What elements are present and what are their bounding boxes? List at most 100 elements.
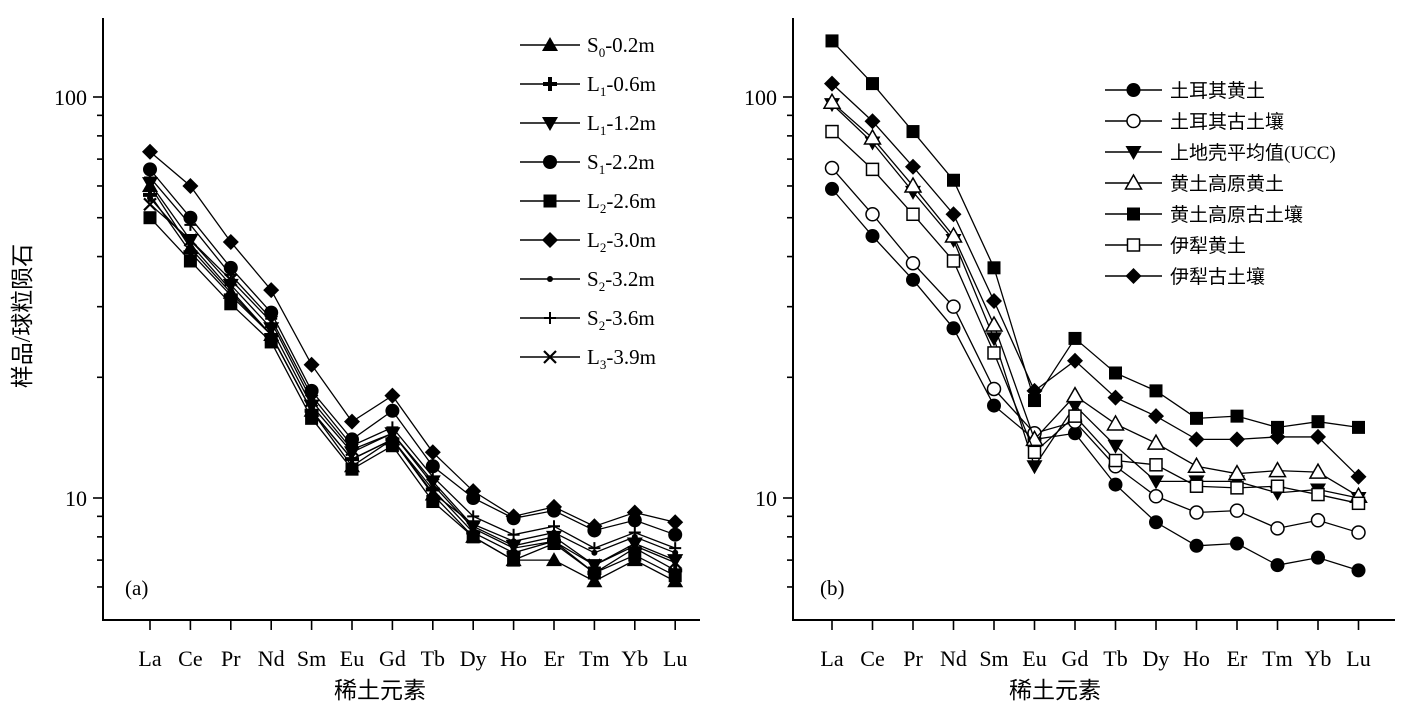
x-tick-label: Lu xyxy=(663,646,687,671)
data-point xyxy=(264,305,279,320)
legend-label: 土耳其古土壤 xyxy=(1170,111,1284,133)
data-point xyxy=(1149,458,1163,472)
data-point xyxy=(903,176,923,193)
data-point xyxy=(142,177,158,192)
data-point xyxy=(1026,382,1043,399)
legend-marker xyxy=(543,155,557,169)
data-point xyxy=(1310,428,1326,445)
data-point xyxy=(222,233,239,250)
data-point xyxy=(1148,489,1164,504)
legend-label: S2-3.6m xyxy=(587,306,655,333)
x-tick-label: Pr xyxy=(221,646,241,671)
data-point xyxy=(308,407,315,414)
legend-label: 伊犁黄土 xyxy=(1170,235,1246,257)
data-point xyxy=(1148,475,1164,490)
legend-label: 伊犁古土壤 xyxy=(1170,266,1265,288)
data-point xyxy=(1068,331,1082,345)
data-point xyxy=(586,573,603,588)
data-point xyxy=(1230,481,1244,495)
data-point xyxy=(1109,366,1122,380)
data-point xyxy=(1187,456,1206,473)
legend-item: L2-2.6m xyxy=(520,189,656,216)
data-point xyxy=(905,158,921,175)
data-point xyxy=(824,160,840,176)
data-point xyxy=(506,541,521,555)
x-axis-label: 稀土元素 xyxy=(1009,678,1101,703)
data-point xyxy=(386,421,399,434)
data-point xyxy=(586,518,603,535)
y-ticks: 10 100 xyxy=(54,85,103,588)
data-point xyxy=(1271,420,1284,434)
legend-marker xyxy=(1126,238,1141,252)
data-point xyxy=(505,508,522,525)
legend-item: L3-3.9m xyxy=(520,345,656,372)
legend: S0-0.2m L1-0.6m L1-1.2m S1-2.2m L2-2.6m L2-3.… xyxy=(520,33,656,372)
data-point xyxy=(1146,433,1166,450)
series-9 xyxy=(143,197,682,572)
data-point xyxy=(147,194,153,201)
x-axis-label: 稀土元素 xyxy=(334,678,426,703)
x-tick-label: Eu xyxy=(1022,646,1046,671)
x-tick-label: Dy xyxy=(460,646,487,671)
data-point xyxy=(865,229,880,244)
data-point xyxy=(1310,513,1326,528)
data-point xyxy=(344,446,360,461)
data-point xyxy=(668,555,682,570)
data-point xyxy=(1108,477,1123,492)
legend-label: L2-3.0m xyxy=(587,228,656,255)
x-tick-label: Yb xyxy=(1305,646,1332,671)
x-tick-label: La xyxy=(138,646,161,671)
data-point xyxy=(947,173,960,187)
data-point xyxy=(345,432,359,447)
series-5 xyxy=(825,34,1365,434)
data-point xyxy=(345,462,359,476)
data-point xyxy=(946,254,961,268)
data-point xyxy=(465,483,482,500)
legend-marker xyxy=(1124,173,1143,190)
data-point xyxy=(547,537,561,551)
data-point xyxy=(224,297,238,311)
data-point xyxy=(905,255,921,271)
series-line xyxy=(149,217,676,577)
data-point xyxy=(1269,428,1286,445)
data-point xyxy=(1068,426,1082,441)
legend-item: 土耳其黄土 xyxy=(1105,80,1265,102)
x-ticks: La Ce Pr Nd Sm Eu Gd Tb Dy Ho Er Tm Yb Lu xyxy=(138,620,687,671)
data-point xyxy=(546,498,562,515)
panel-b: 10 100 La Ce Pr Nd Sm Eu Gd Tb Dy Ho Er Tm Yb Lu 稀土元素 (b)… xyxy=(744,18,1395,703)
y-tick-label: 100 xyxy=(744,85,777,110)
legend-item: 黄土高原古土壤 xyxy=(1105,204,1303,226)
axes xyxy=(792,18,1395,621)
data-point xyxy=(987,398,1001,413)
data-point xyxy=(1028,394,1041,408)
data-point xyxy=(626,504,643,521)
y-tick-label: 100 xyxy=(54,85,87,110)
legend-label: 土耳其黄土 xyxy=(1170,80,1265,102)
data-point xyxy=(1065,386,1085,403)
data-point xyxy=(424,444,441,461)
data-point xyxy=(944,226,963,243)
data-point xyxy=(268,331,275,338)
data-point xyxy=(144,171,156,184)
data-point xyxy=(1149,384,1163,398)
legend-item: L1-0.6m xyxy=(520,72,656,99)
legend-item: S0-0.2m xyxy=(520,33,655,60)
panel-a: 10 100 La Ce Pr Nd Sm Eu Gd Tb Dy Ho Er Tm Yb Lu 稀土元素 样品/… xyxy=(10,18,700,703)
legend-label: 黄土高原黄土 xyxy=(1170,173,1284,195)
x-tick-label: La xyxy=(820,646,843,671)
data-point xyxy=(628,548,642,562)
data-point xyxy=(1188,431,1205,448)
data-point xyxy=(426,495,440,509)
legend-label: S2-3.2m xyxy=(587,267,655,294)
data-point xyxy=(588,542,601,555)
y-tick-label: 10 xyxy=(755,486,777,511)
series-line xyxy=(149,177,676,549)
series-4 xyxy=(822,92,1368,504)
x-tick-label: Tb xyxy=(1103,646,1127,671)
data-point xyxy=(1189,538,1204,553)
data-point xyxy=(1107,389,1124,406)
legend-item: S2-3.6m xyxy=(520,306,655,333)
series-2 xyxy=(824,160,1366,540)
panel-label: (b) xyxy=(820,576,845,600)
